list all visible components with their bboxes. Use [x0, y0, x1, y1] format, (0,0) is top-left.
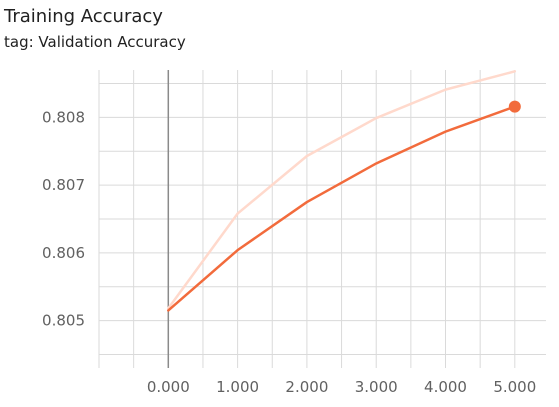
y-tick-label: 0.808 — [42, 108, 85, 126]
x-tick-label: 3.000 — [355, 378, 398, 396]
chart-subtitle: tag: Validation Accuracy — [4, 33, 186, 51]
x-tick-label: 4.000 — [424, 378, 467, 396]
y-tick-label: 0.805 — [42, 312, 85, 330]
series-line-raw — [167, 70, 517, 310]
grid — [98, 70, 546, 368]
y-tick-label: 0.806 — [42, 244, 85, 262]
chart-title: Training Accuracy — [4, 6, 163, 27]
series-layer — [167, 70, 521, 312]
x-tick-label: 2.000 — [285, 378, 328, 396]
series-last-point-marker — [508, 100, 521, 113]
x-tick-label: 5.000 — [493, 378, 536, 396]
x-tick-label: 0.000 — [147, 378, 190, 396]
tick-labels: 0.000 1.000 2.000 3.000 4.000 5.000 0.805 0.806… — [42, 108, 536, 396]
y-tick-label: 0.807 — [42, 176, 85, 194]
x-tick-label: 1.000 — [216, 378, 259, 396]
series-line-smoothed — [167, 105, 517, 312]
